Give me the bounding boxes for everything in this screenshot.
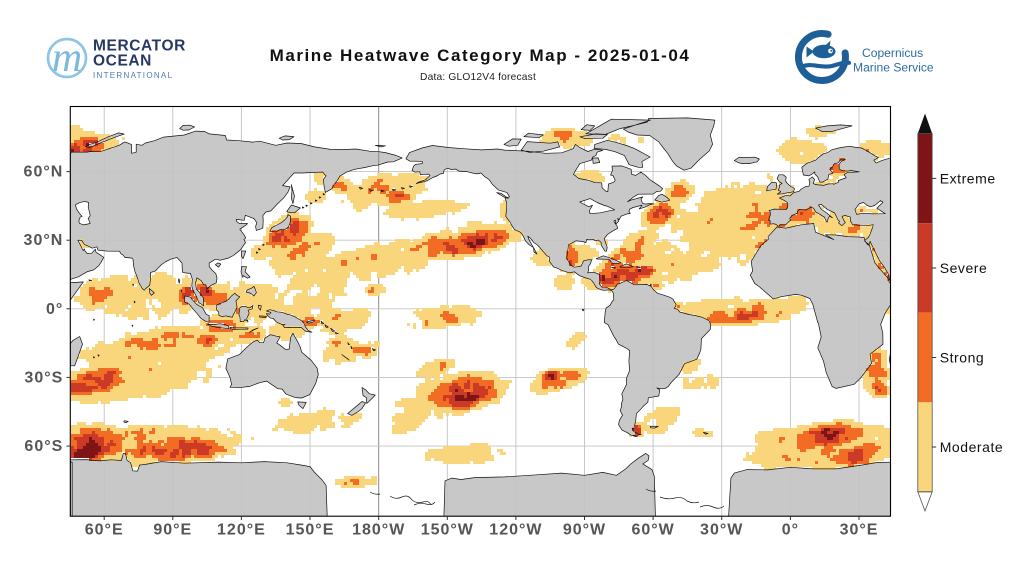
svg-text:OCEAN: OCEAN	[93, 53, 152, 70]
svg-text:Marine Heatwave Category Map -: Marine Heatwave Category Map - 2025-01-0…	[270, 46, 691, 65]
svg-text:MERCATOR: MERCATOR	[93, 38, 186, 55]
svg-text:150°W: 150°W	[421, 522, 474, 539]
svg-text:30°W: 30°W	[700, 522, 743, 539]
svg-text:m: m	[52, 35, 82, 81]
svg-text:30°E: 30°E	[840, 522, 879, 539]
svg-text:30°N: 30°N	[24, 232, 64, 249]
svg-text:90°E: 90°E	[153, 522, 192, 539]
svg-text:90°W: 90°W	[563, 522, 606, 539]
svg-text:Strong: Strong	[940, 350, 985, 366]
svg-text:Extreme: Extreme	[940, 170, 996, 186]
svg-text:Data: GLO12V4 forecast: Data: GLO12V4 forecast	[420, 72, 536, 83]
svg-text:0°: 0°	[782, 522, 799, 539]
svg-text:120°W: 120°W	[489, 522, 542, 539]
svg-text:60°W: 60°W	[631, 522, 674, 539]
svg-text:60°N: 60°N	[24, 164, 64, 181]
svg-text:150°E: 150°E	[286, 522, 335, 539]
svg-text:INTERNATIONAL: INTERNATIONAL	[93, 71, 173, 80]
svg-text:Copernicus: Copernicus	[862, 46, 923, 60]
svg-text:60°E: 60°E	[85, 522, 124, 539]
svg-text:60°S: 60°S	[24, 438, 63, 455]
svg-text:180°W: 180°W	[352, 522, 405, 539]
svg-text:Severe: Severe	[940, 260, 988, 276]
svg-text:Moderate: Moderate	[940, 439, 1004, 455]
svg-text:Marine Service: Marine Service	[853, 61, 934, 75]
svg-text:30°S: 30°S	[24, 369, 63, 386]
svg-text:0°: 0°	[46, 301, 63, 318]
svg-text:120°E: 120°E	[217, 522, 266, 539]
